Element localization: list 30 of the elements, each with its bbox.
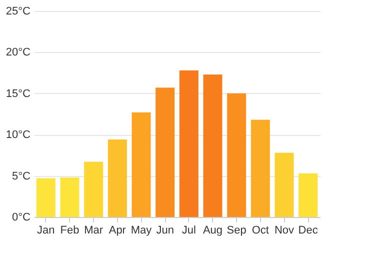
bar: [179, 70, 198, 217]
y-tick-label: 10°C: [6, 129, 31, 142]
x-tick-label: Apr: [108, 224, 126, 236]
x-tick-label: Sep: [226, 224, 246, 236]
x-tick-label: May: [130, 224, 152, 236]
x-tick-label: Aug: [202, 224, 223, 236]
bar: [298, 173, 318, 217]
x-tick-label: Feb: [60, 224, 80, 236]
y-tick-label: 25°C: [6, 6, 31, 18]
bar: [84, 162, 104, 217]
x-tick-label: Nov: [274, 224, 295, 236]
bar: [250, 120, 270, 217]
x-tick-label: Dec: [298, 224, 318, 236]
x-tick-label: Jan: [37, 224, 55, 236]
bar: [108, 140, 127, 217]
bar: [60, 177, 80, 217]
y-tick-label: 20°C: [6, 46, 31, 59]
x-tick-label: Oct: [252, 224, 269, 236]
y-tick-label: 0°C: [12, 212, 31, 224]
bar: [274, 152, 294, 217]
y-tick-label: 15°C: [6, 88, 31, 100]
x-tick-label: Mar: [84, 224, 104, 236]
x-tick-label: Jun: [156, 224, 174, 236]
y-tick-label: 5°C: [12, 170, 31, 182]
bar: [132, 112, 151, 217]
bar: [156, 88, 175, 217]
bar: [203, 74, 222, 217]
bar: [227, 93, 246, 217]
x-tick-label: Jul: [182, 224, 196, 236]
bar: [36, 178, 56, 217]
